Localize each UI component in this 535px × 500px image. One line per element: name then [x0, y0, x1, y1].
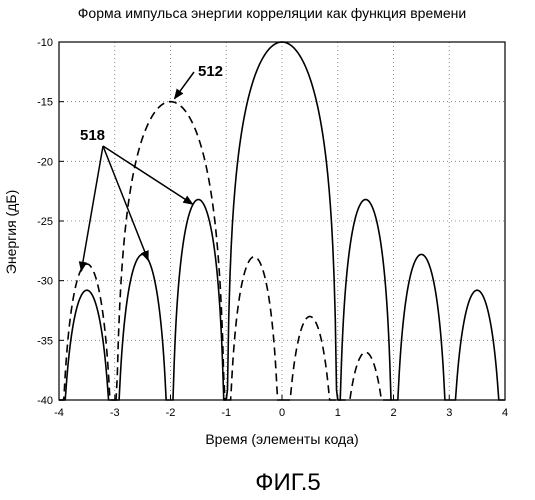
callout-512-arrow [175, 72, 195, 99]
y-tick-label-5: -35 [37, 335, 53, 347]
y-axis-label: Энергия (дБ) [3, 190, 19, 274]
x-axis-label: Время (элементы кода) [205, 431, 358, 447]
x-tick-label-3: -1 [221, 407, 231, 419]
x-tick-label-7: 3 [446, 407, 452, 419]
callout-518-arrow-1 [103, 146, 148, 260]
x-tick-label-6: 2 [390, 407, 396, 419]
y-tick-label-0: -10 [37, 37, 53, 49]
x-tick-label-2: -2 [166, 407, 176, 419]
callout-518-label: 518 [80, 127, 105, 144]
chart-title: Форма импульса энергии корреляции как фу… [78, 5, 466, 21]
y-tick-label-2: -20 [37, 156, 53, 168]
y-tick-label-4: -30 [37, 276, 53, 288]
callout-518-arrow-2 [103, 146, 193, 204]
y-tick-label-6: -40 [37, 395, 53, 407]
x-tick-label-1: -3 [110, 407, 120, 419]
x-tick-label-4: 0 [279, 407, 285, 419]
y-axis-ticks: -10 -15 -20 -25 -30 -35 -40 [37, 37, 64, 407]
callout-512-label: 512 [198, 63, 223, 80]
x-tick-label-8: 4 [502, 407, 508, 419]
x-tick-label-0: -4 [54, 407, 64, 419]
figure-label: ФИГ.5 [255, 469, 321, 496]
callout-518-arrow-0 [81, 146, 103, 271]
x-tick-label-5: 1 [335, 407, 341, 419]
annotations: 512 518 [80, 63, 223, 271]
y-tick-label-1: -15 [37, 97, 53, 109]
x-axis-ticks: -4 -3 -2 -1 0 1 2 3 4 [54, 395, 508, 419]
grid [59, 42, 505, 400]
y-tick-label-3: -25 [37, 216, 53, 228]
